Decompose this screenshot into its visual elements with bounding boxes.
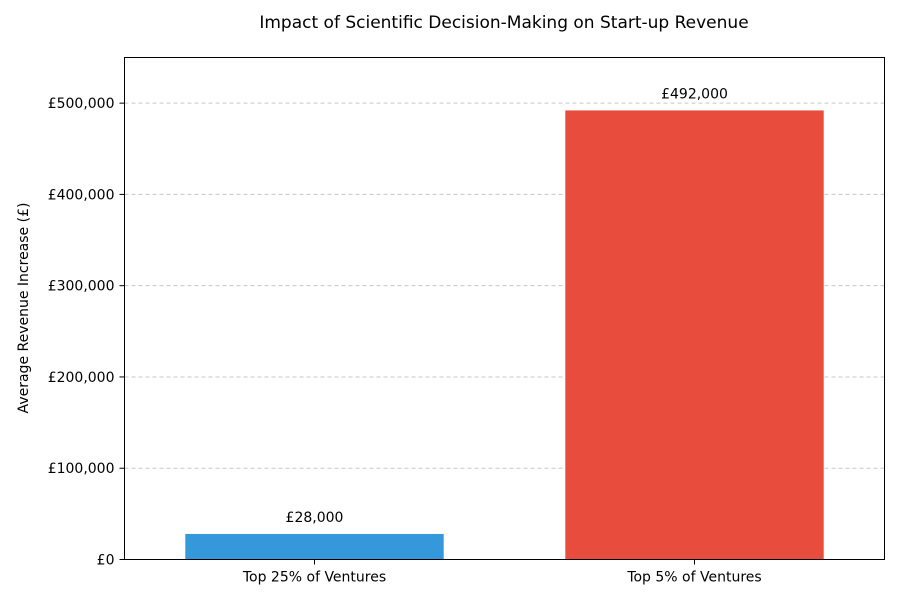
bar xyxy=(565,110,824,560)
bar-value-label: £28,000 xyxy=(286,510,344,526)
y-axis-ticks: £0 £100,000 £200,000 £300,000 £400,000 £500,0… xyxy=(48,96,125,569)
y-tick-label: £200,000 xyxy=(48,370,115,386)
y-tick-label: £100,000 xyxy=(48,461,115,477)
y-tick-label: £400,000 xyxy=(48,187,115,203)
x-axis-ticks: Top 25% of Ventures Top 5% of Ventures xyxy=(242,559,762,586)
x-tick-label: Top 5% of Ventures xyxy=(626,570,761,586)
x-tick-label: Top 25% of Ventures xyxy=(242,570,386,586)
y-tick-label: £300,000 xyxy=(48,279,115,295)
bar xyxy=(185,533,444,560)
y-tick-label: £0 xyxy=(97,553,115,569)
bar-value-label: £492,000 xyxy=(661,86,728,102)
y-tick-label: £500,000 xyxy=(48,96,115,112)
chart-title: Impact of Scientific Decision-Making on … xyxy=(259,13,748,33)
plot-frame xyxy=(124,57,885,560)
y-axis-label: Average Revenue Increase (£) xyxy=(16,203,32,414)
bars xyxy=(185,110,824,560)
data-labels: £28,000 £492,000 xyxy=(286,86,728,526)
